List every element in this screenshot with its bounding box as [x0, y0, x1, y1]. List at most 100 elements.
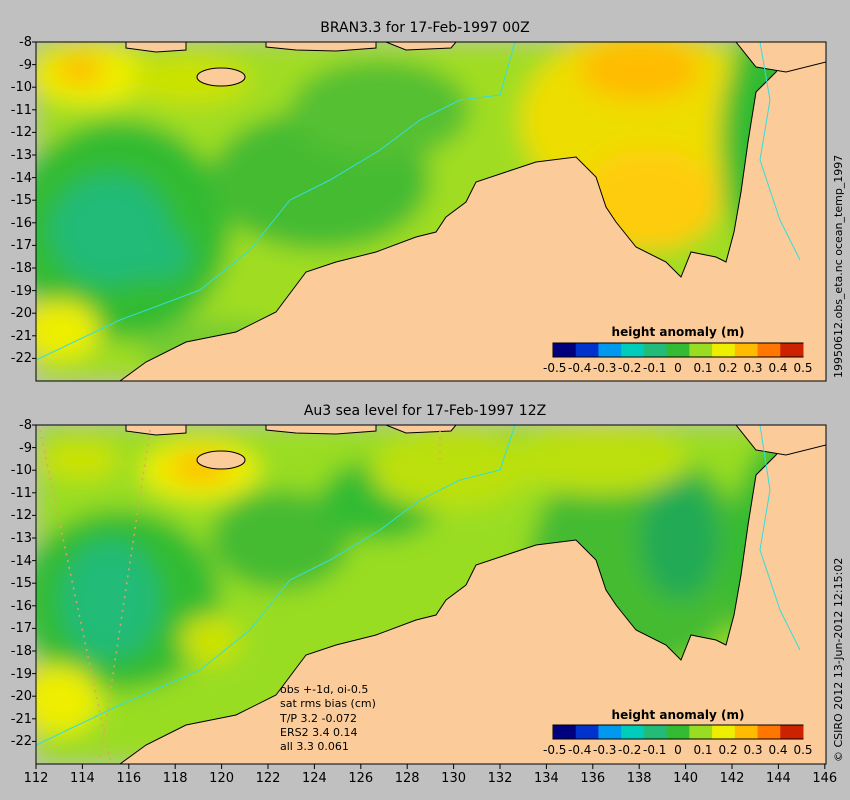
colorbar-swatch [666, 725, 690, 739]
latitude-tick-label: -12 [10, 125, 32, 141]
colorbar-swatch [757, 725, 781, 739]
latitude-tick-label: -17 [10, 621, 32, 637]
colorbar-tick-label: 0.3 [743, 743, 763, 757]
latitude-tick-label: -19 [10, 283, 32, 299]
colorbar-2-title: height anomaly (m) [611, 708, 745, 722]
colorbar-swatch [689, 343, 713, 357]
latitude-tick-label: -22 [10, 734, 32, 750]
latitude-tick-label: -12 [10, 508, 32, 524]
colorbar-swatch [712, 725, 736, 739]
colorbar-tick-label: 0.4 [768, 743, 788, 757]
longitude-tick-label: 116 [116, 771, 142, 786]
colorbar-tick-label: -0.2 [618, 743, 642, 757]
colorbar-swatch [643, 343, 668, 357]
colorbar-1-title: height anomaly (m) [611, 325, 745, 339]
longitude-tick-label: 124 [301, 771, 327, 786]
colorbar-swatch [621, 343, 645, 357]
latitude-tick-label: -22 [10, 351, 32, 367]
colorbar-tick-label: 0 [674, 743, 682, 757]
longitude-tick-label: 146 [812, 771, 838, 786]
obs-stats-line: ERS2 3.4 0.14 [280, 725, 358, 739]
latitude-tick-label: -16 [10, 215, 32, 231]
latitude-tick-label: -20 [10, 306, 32, 322]
colorbar-tick-label: -0.4 [568, 743, 592, 757]
colorbar-tick-label: 0.1 [693, 743, 713, 757]
colorbar-swatch [575, 343, 599, 357]
longitude-tick-label: 140 [673, 771, 698, 786]
colorbar-tick-label: -0.4 [568, 361, 592, 375]
colorbar-tick-label: -0.1 [643, 743, 667, 757]
colorbar-tick-label: -0.3 [593, 743, 617, 757]
longitude-tick-label: 138 [626, 771, 652, 786]
colorbar-tick-label: 0.2 [718, 743, 738, 757]
colorbar-swatch [780, 343, 804, 357]
panel-1-title: BRAN3.3 for 17-Feb-1997 00Z [320, 20, 530, 36]
colorbar-tick-label: -0.3 [593, 361, 617, 375]
colorbar-swatch [757, 343, 781, 357]
longitude-tick-label: 130 [441, 771, 466, 786]
colorbar-swatch [780, 725, 804, 739]
colorbar-tick-label: -0.2 [618, 361, 642, 375]
latitude-tick-label: -8 [19, 418, 32, 433]
latitude-tick-label: -14 [10, 170, 32, 186]
longitude-tick-label: 142 [719, 771, 745, 786]
latitude-tick-label: -21 [10, 711, 32, 727]
colorbar-2 [552, 724, 804, 740]
longitude-tick-label: 122 [255, 771, 281, 786]
colorbar-swatch [575, 725, 599, 739]
latitude-tick-label: -21 [10, 328, 32, 344]
latitude-tick-label: -13 [10, 531, 32, 546]
longitude-tick-label: 134 [533, 771, 559, 786]
obs-stats-line: sat rms bias (cm) [280, 697, 376, 711]
panel-2-side-label: © CSIRO 2012 13-Jun-2012 12:15:02 [832, 557, 845, 762]
colorbar-tick-label: 0.3 [743, 361, 763, 375]
colorbar-1 [552, 342, 804, 358]
obs-stats-line: obs +-1d, oi-0.5 [280, 683, 369, 696]
latitude-tick-label: -19 [10, 666, 32, 682]
longitude-tick-label: 118 [162, 771, 188, 786]
latitude-tick-label: -14 [10, 553, 32, 569]
colorbar-swatch [553, 343, 577, 357]
colorbar-swatch [734, 343, 759, 357]
latitude-tick-label: -10 [10, 80, 32, 96]
colorbar-swatch [621, 725, 645, 739]
obs-stats: obs +-1d, oi-0.5 sat rms bias (cm) T/P 3… [280, 683, 376, 754]
latitude-tick-label: -18 [10, 261, 32, 276]
longitude-tick-label: 120 [209, 771, 234, 786]
latitude-tick-label: -20 [10, 689, 32, 705]
latitude-tick-label: -8 [19, 35, 32, 50]
obs-stats-line: all 3.3 0.061 [280, 740, 349, 754]
colorbar-swatch [689, 725, 713, 739]
map-panel-2 [36, 425, 826, 764]
longitude-tick-label: 114 [69, 771, 95, 786]
colorbar-swatch [712, 343, 736, 357]
colorbar-tick-label: 0.4 [768, 361, 788, 375]
longitude-tick-label: 112 [23, 771, 49, 786]
colorbar-swatch [553, 725, 577, 739]
colorbar-swatch [643, 725, 668, 739]
latitude-tick-label: -11 [10, 102, 32, 118]
latitude-tick-label: -13 [10, 148, 32, 163]
latitude-tick-label: -15 [10, 193, 32, 209]
colorbar-swatch [734, 725, 759, 739]
colorbar-tick-label: 0 [674, 361, 682, 375]
colorbar-tick-label: 0.1 [693, 361, 713, 375]
colorbar-tick-label: 0.2 [718, 361, 738, 375]
panel-1-side-label: 19950612.obs_eta.nc ocean_temp_1997 [832, 154, 845, 378]
colorbar-swatch [666, 343, 690, 357]
colorbar-tick-label: -0.5 [543, 743, 567, 757]
latitude-tick-label: -18 [10, 644, 32, 659]
colorbar-swatch [598, 725, 622, 739]
longitude-tick-label: 132 [487, 771, 513, 786]
longitude-tick-label: 126 [348, 771, 374, 786]
colorbar-tick-label: 0.5 [793, 361, 813, 375]
latitude-tick-label: -9 [19, 440, 32, 456]
latitude-tick-label: -10 [10, 463, 32, 479]
colorbar-swatch [598, 343, 622, 357]
obs-stats-line: T/P 3.2 -0.072 [280, 711, 358, 725]
colorbar-tick-label: 0.5 [793, 743, 813, 757]
latitude-tick-label: -15 [10, 576, 32, 592]
longitude-tick-label: 144 [765, 771, 791, 786]
latitude-tick-label: -9 [19, 57, 32, 73]
